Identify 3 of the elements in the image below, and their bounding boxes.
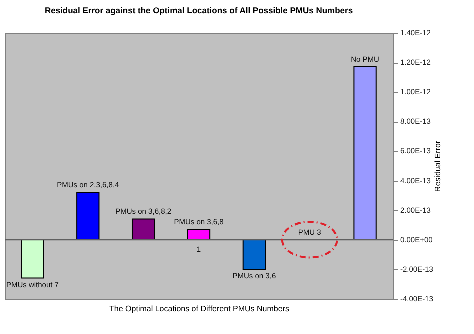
chart-title: Residual Error against the Optimal Locations of All Possible PMUs Numbers — [44, 6, 354, 16]
x-axis-title: The Optimal Locations of Different PMUs Numbers — [110, 304, 290, 314]
y-axis-title: Residual Error — [433, 140, 442, 192]
